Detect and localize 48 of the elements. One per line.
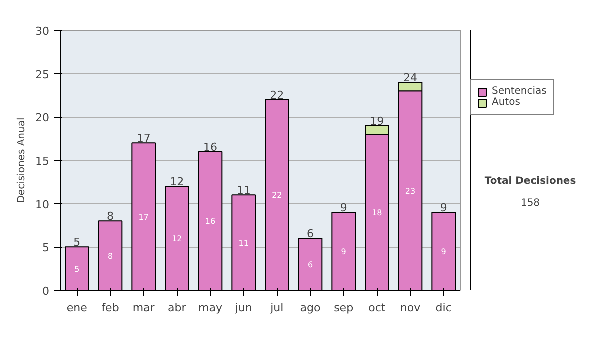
- data-label: 12: [172, 234, 182, 244]
- x-tick-label: abr: [168, 302, 187, 314]
- text: 158: [520, 198, 540, 210]
- data-label: 17: [138, 212, 149, 222]
- total-label: 9: [340, 202, 348, 214]
- data-label: 11: [238, 238, 249, 248]
- x-tick-label: jun: [234, 302, 252, 314]
- total-label: 16: [204, 140, 218, 154]
- x-tick-label: mar: [132, 302, 156, 314]
- data-label: 9: [441, 248, 446, 256]
- x-tick-label: feb: [102, 302, 120, 314]
- data-label: 6: [308, 260, 314, 270]
- x-tick-label: dic: [436, 302, 452, 314]
- total-label: 19: [370, 114, 384, 128]
- x-tick-label: may: [198, 302, 223, 314]
- legend-label: Autos: [492, 97, 520, 108]
- total-label: 5: [74, 236, 81, 250]
- x-tick-label: ene: [66, 302, 88, 314]
- x-tick-label: ago: [300, 302, 321, 314]
- total-label: 11: [236, 184, 251, 198]
- y-tick-label: 30: [36, 25, 50, 38]
- y-tick-label: 5: [42, 242, 50, 255]
- data-label: 16: [205, 217, 216, 226]
- data-label: 22: [272, 191, 282, 200]
- y-axis-title: Decisiones Anual: [16, 118, 28, 204]
- x-tick-label: sep: [334, 302, 354, 314]
- y-tick-label: 0: [42, 285, 50, 298]
- x-tick-label: jul: [270, 302, 284, 314]
- data-label: 8: [108, 252, 114, 261]
- data-label: 5: [74, 264, 80, 274]
- total-label: 12: [170, 176, 184, 188]
- text: Total Decisiones: [484, 176, 576, 187]
- data-label: 18: [372, 208, 382, 218]
- total-label: 24: [404, 72, 418, 84]
- data-label: 9: [341, 248, 346, 256]
- legend-label: Sentencias: [492, 86, 547, 97]
- total-label: 17: [136, 132, 151, 146]
- total-label: 6: [307, 228, 314, 240]
- total-label: 9: [440, 202, 448, 214]
- y-tick-label: 20: [36, 112, 50, 125]
- y-tick-label: 10: [36, 198, 50, 212]
- x-tick-label: oct: [368, 302, 386, 314]
- y-tick-label: 15: [36, 155, 50, 168]
- total-label: 8: [107, 210, 114, 224]
- data-label: 23: [405, 186, 416, 196]
- x-tick-label: nov: [400, 302, 422, 314]
- y-tick-label: 25: [36, 68, 50, 82]
- total-label: 22: [270, 88, 284, 102]
